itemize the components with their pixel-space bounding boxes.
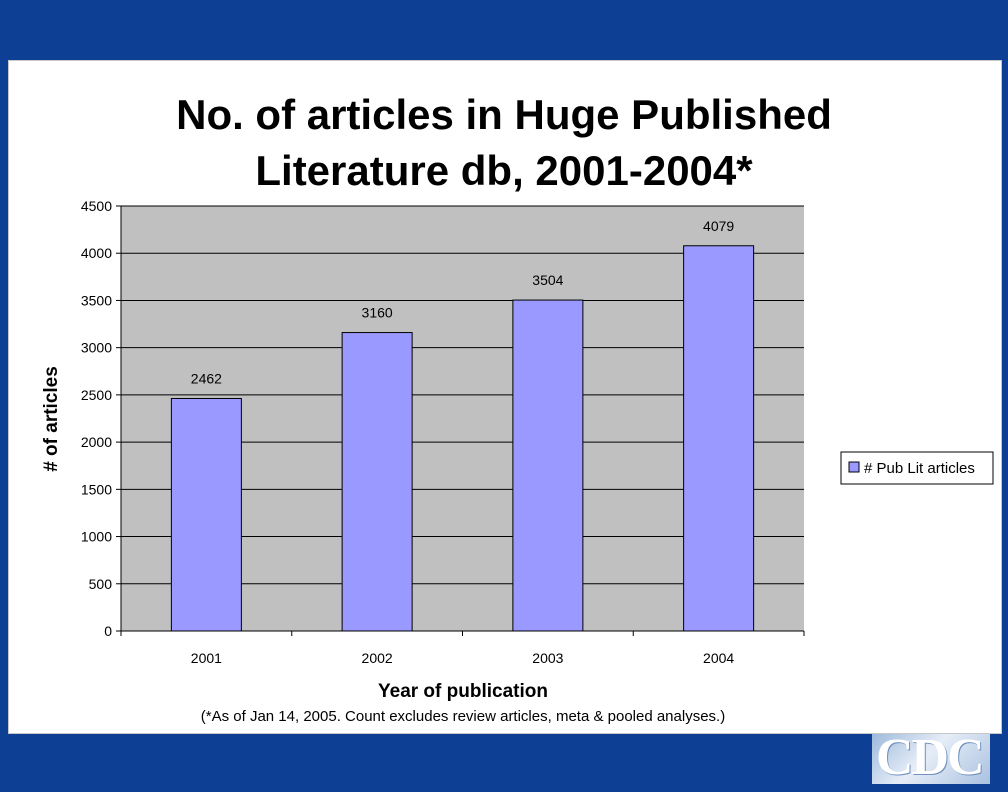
bar-2003 (512, 299, 584, 632)
bars (170, 245, 755, 632)
chart-title-line-2: Literature db, 2001-2004* (255, 147, 753, 194)
y-tick-label: 4000 (81, 245, 112, 261)
y-axis-title: # of articles (41, 366, 62, 472)
y-tick-label: 1500 (81, 481, 112, 497)
cdc-logo-text: CDC (876, 734, 985, 784)
y-tick-label: 3500 (81, 292, 112, 308)
x-tick-label: 2003 (532, 650, 563, 666)
cdc-logo: CDC (872, 734, 990, 784)
legend-label: # Pub Lit articles (864, 460, 975, 477)
data-label-2001: 2462 (191, 370, 222, 386)
y-tick-label: 4500 (81, 198, 112, 214)
x-tick-label: 2001 (191, 650, 222, 666)
legend: # Pub Lit articles (840, 451, 994, 485)
y-tick-label: 3000 (81, 340, 112, 356)
y-tick-label: 1000 (81, 529, 112, 545)
data-label-2002: 3160 (362, 305, 393, 321)
bar-data-labels: 2462 3160 3504 4079 (191, 218, 735, 387)
x-axis-title: Year of publication (378, 681, 548, 702)
y-tick-label: 2000 (81, 434, 112, 450)
y-tick-label: 0 (104, 623, 112, 639)
x-tick-label: 2004 (703, 650, 734, 666)
chart-footnote: (*As of Jan 14, 2005. Count excludes rev… (201, 708, 725, 725)
chart-title-line-1: No. of articles in Huge Published (176, 91, 832, 138)
bar-2004 (683, 245, 755, 632)
x-tick-label: 2002 (362, 650, 393, 666)
legend-box (840, 451, 994, 485)
y-axis-ticks: 0 500 1000 1500 2000 2500 3000 3500 4000 4500 (81, 198, 121, 639)
data-label-2004: 4079 (703, 218, 734, 234)
bar-chart: No. of articles in Huge Published Litera… (41, 91, 994, 725)
y-tick-label: 500 (89, 576, 113, 592)
bar-2002 (341, 332, 413, 632)
bar-2001 (170, 397, 242, 632)
slide-panel: No. of articles in Huge Published Litera… (8, 60, 1002, 734)
x-axis-ticks: 2001 2002 2003 2004 (120, 631, 805, 666)
data-label-2003: 3504 (532, 272, 563, 288)
y-tick-label: 2500 (81, 387, 112, 403)
legend-swatch (848, 461, 860, 473)
